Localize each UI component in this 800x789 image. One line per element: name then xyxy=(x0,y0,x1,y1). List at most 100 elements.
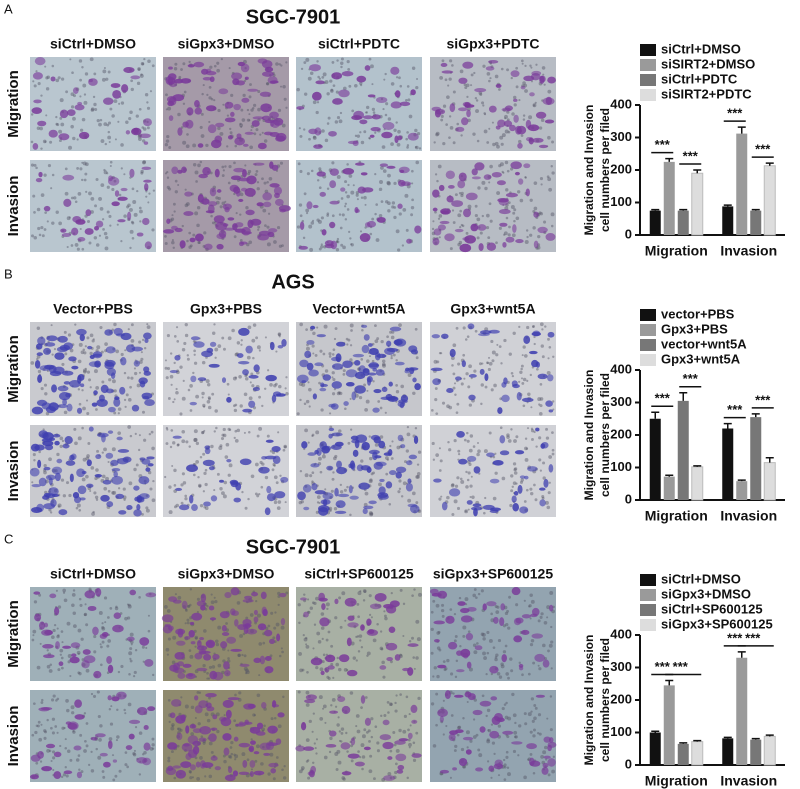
cell xyxy=(108,740,113,749)
pore xyxy=(123,487,126,490)
pore xyxy=(359,634,363,638)
cell xyxy=(76,329,87,336)
pore xyxy=(442,615,445,618)
pore xyxy=(94,108,97,111)
pore xyxy=(86,412,89,415)
pore xyxy=(283,776,286,779)
pore xyxy=(343,369,346,372)
pore xyxy=(373,777,376,780)
cell xyxy=(445,616,454,624)
micrograph xyxy=(295,690,422,782)
pore xyxy=(433,459,435,461)
cell xyxy=(209,606,215,611)
pore xyxy=(142,339,144,341)
pore xyxy=(165,442,168,445)
error-bar xyxy=(752,414,760,417)
cell xyxy=(123,67,134,73)
pore xyxy=(392,731,395,734)
pore xyxy=(131,222,134,225)
pore xyxy=(151,431,154,434)
pore xyxy=(406,131,409,134)
pore xyxy=(366,111,368,113)
pore xyxy=(498,725,501,728)
pore xyxy=(456,411,459,414)
cell xyxy=(310,326,315,330)
cell xyxy=(138,377,147,384)
y-tick-label: 400 xyxy=(610,626,632,641)
pore xyxy=(357,198,359,200)
pore xyxy=(350,428,352,430)
pore xyxy=(361,646,363,648)
pore xyxy=(369,58,372,61)
cell xyxy=(459,172,467,181)
cell xyxy=(332,363,343,370)
pore xyxy=(308,138,311,141)
cell xyxy=(331,357,341,361)
pore xyxy=(548,455,552,459)
pore xyxy=(337,175,341,179)
pore xyxy=(487,760,489,762)
cell xyxy=(208,124,217,133)
cell xyxy=(223,203,232,209)
pore xyxy=(228,393,230,395)
cell xyxy=(84,590,95,598)
pore xyxy=(135,649,137,651)
pore xyxy=(224,714,226,716)
cell xyxy=(544,736,551,742)
pore xyxy=(513,750,516,753)
pore xyxy=(534,343,536,345)
cell xyxy=(545,400,553,406)
cell xyxy=(372,114,381,119)
y-axis-label: Migration and Invasion xyxy=(582,635,596,766)
cell xyxy=(62,646,71,649)
cell xyxy=(215,222,227,231)
pore xyxy=(526,326,529,329)
pore xyxy=(251,384,254,387)
pore xyxy=(128,703,132,707)
pore xyxy=(442,59,445,62)
cell xyxy=(37,460,41,468)
pore xyxy=(532,662,535,665)
pore xyxy=(384,73,386,75)
cell xyxy=(95,588,101,596)
pore xyxy=(340,484,342,486)
cell xyxy=(44,206,51,212)
pore xyxy=(189,445,191,447)
cell xyxy=(218,88,228,94)
pore xyxy=(285,501,287,503)
x-tick-label: Invasion xyxy=(720,508,777,524)
cell xyxy=(44,630,53,635)
cell xyxy=(116,692,127,700)
pore xyxy=(344,407,347,410)
pore xyxy=(200,126,203,129)
cell xyxy=(195,234,204,242)
pore xyxy=(475,596,478,599)
pore xyxy=(321,216,324,219)
cell xyxy=(391,101,402,108)
pore xyxy=(189,776,192,779)
pore xyxy=(541,328,543,330)
cell xyxy=(64,770,73,774)
column-label: siCtrl+SP600125 xyxy=(304,566,414,582)
pore xyxy=(457,734,460,737)
pore xyxy=(340,66,342,68)
pore xyxy=(200,456,202,458)
pore xyxy=(316,111,319,114)
pore xyxy=(94,369,98,373)
cell xyxy=(111,372,115,379)
pore xyxy=(220,205,223,208)
cell xyxy=(298,246,307,250)
pore xyxy=(299,127,301,129)
cell xyxy=(400,444,405,448)
cell xyxy=(129,734,135,740)
cell xyxy=(62,175,74,181)
pore xyxy=(34,600,37,603)
pore xyxy=(81,179,83,181)
pore xyxy=(103,122,107,126)
legend-swatch xyxy=(640,574,656,586)
pore xyxy=(194,362,197,365)
pore xyxy=(78,509,81,512)
cell xyxy=(395,654,401,661)
pore xyxy=(147,201,149,203)
pore xyxy=(257,226,260,229)
